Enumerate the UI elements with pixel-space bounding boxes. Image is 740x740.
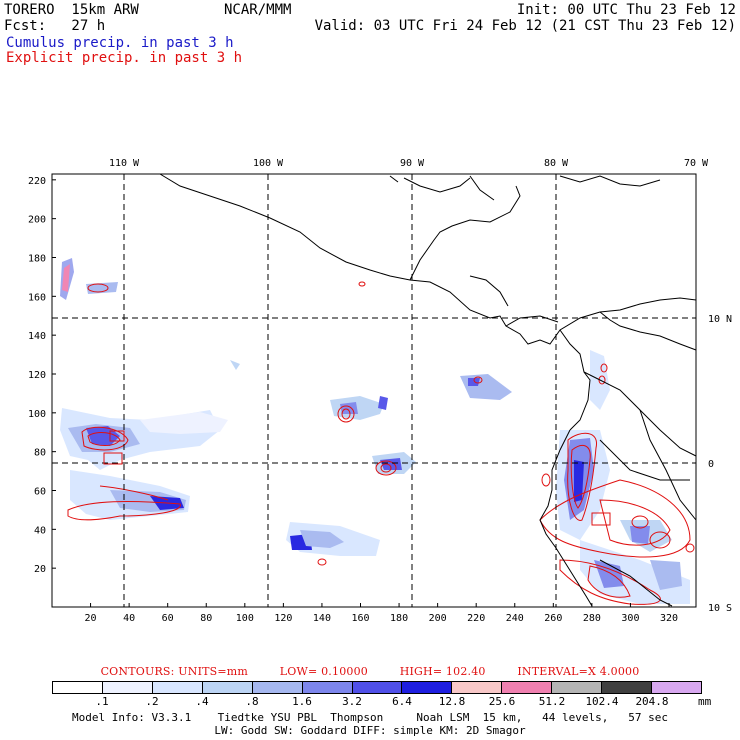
contour-high: HIGH= 102.40 <box>399 665 486 678</box>
legend-swatch <box>402 682 453 693</box>
legend-swatch <box>102 682 153 693</box>
legend-label: 6.4 <box>392 695 412 708</box>
legend-label: .2 <box>145 695 159 708</box>
y-tick-label: 60 <box>34 486 46 497</box>
model-info-line1: Model Info: V3.3.1 Tiedtke YSU PBL Thomp… <box>71 711 669 724</box>
cumulus-field-label: Cumulus precip. in past 3 h <box>6 35 234 51</box>
x-tick-labels: 20 40 60 80 100 120 140 160 180 200 220 240 260 280 30… <box>85 613 678 624</box>
legend-label: 204.8 <box>635 695 669 708</box>
legend-swatch <box>252 682 303 693</box>
axis-ticks <box>52 174 697 608</box>
legend-swatch <box>202 682 253 693</box>
longitude-label: 110 W <box>109 158 140 169</box>
legend-swatch <box>502 682 553 693</box>
forecast-hour: Fcst: 27 h <box>4 18 106 34</box>
map-frame <box>51 173 697 608</box>
contour-interval: INTERVAL=X 4.0000 <box>517 665 640 678</box>
legend-label: 3.2 <box>342 695 362 708</box>
legend-label: 1.6 <box>292 695 312 708</box>
legend-label: 12.8 <box>438 695 466 708</box>
x-tick-label: 60 <box>162 613 174 624</box>
y-tick-label: 180 <box>28 253 46 264</box>
y-tick-label: 200 <box>28 215 46 226</box>
legend-swatch <box>152 682 203 693</box>
longitude-label: 90 W <box>400 158 425 169</box>
legend-label: 25.6 <box>488 695 516 708</box>
model-info-line2: LW: Godd SW: Goddard DIFF: simple KM: 2D… <box>214 724 526 737</box>
x-tick-label: 180 <box>390 613 408 624</box>
coastlines <box>159 173 697 607</box>
x-tick-label: 240 <box>506 613 524 624</box>
legend-label: .8 <box>245 695 259 708</box>
x-tick-label: 20 <box>85 613 97 624</box>
legend-swatch <box>53 682 103 693</box>
longitude-labels: 110 W 100 W 90 W 80 W 70 W <box>109 158 709 169</box>
x-tick-label: 140 <box>313 613 331 624</box>
legend-label: .1 <box>95 695 109 708</box>
longitude-label: 70 W <box>684 158 709 169</box>
y-tick-label: 160 <box>28 292 46 303</box>
x-tick-label: 120 <box>274 613 292 624</box>
explicit-field-label: Explicit precip. in past 3 h <box>6 50 243 66</box>
x-tick-label: 200 <box>429 613 447 624</box>
x-tick-label: 260 <box>544 613 562 624</box>
valid-time: Valid: 03 UTC Fri 24 Feb 12 (21 CST Thu … <box>314 18 736 34</box>
y-tick-label: 20 <box>34 564 46 575</box>
legend-unit: mm <box>698 695 712 708</box>
x-tick-label: 320 <box>660 613 678 624</box>
latitude-label: 0 <box>708 459 714 470</box>
extrema-boxes <box>103 430 611 526</box>
init-time: Init: 00 UTC Thu 23 Feb 12 <box>516 2 736 18</box>
color-legend <box>52 681 702 694</box>
x-tick-label: 160 <box>351 613 369 624</box>
legend-swatch <box>302 682 353 693</box>
legend-labels: .1 .2 .4 .8 1.6 3.2 6.4 12.8 25.6 51.2 102.4 204.8 <box>52 695 732 709</box>
y-tick-label: 40 <box>34 525 46 536</box>
x-tick-label: 300 <box>621 613 639 624</box>
contour-title: CONTOURS: UNITS=mm <box>100 665 249 678</box>
institution: NCAR/MMM <box>224 2 292 18</box>
legend-swatch <box>352 682 403 693</box>
latitude-label: 10 N <box>708 314 732 325</box>
y-tick-label: 100 <box>28 409 46 420</box>
latitude-labels: 10 N 0 10 S <box>708 314 732 614</box>
model-name: TORERO 15km ARW <box>4 2 139 18</box>
y-tick-label: 220 <box>28 176 46 187</box>
x-tick-label: 280 <box>583 613 601 624</box>
legend-label: 51.2 <box>538 695 566 708</box>
legend-label: 102.4 <box>585 695 619 708</box>
y-tick-label: 140 <box>28 331 46 342</box>
latitude-label: 10 S <box>708 603 732 614</box>
cumulus-precip-shading <box>60 258 690 604</box>
x-tick-label: 80 <box>200 613 212 624</box>
x-tick-label: 220 <box>467 613 485 624</box>
y-tick-label: 120 <box>28 370 46 381</box>
legend-label: .4 <box>195 695 209 708</box>
legend-swatch <box>552 682 603 693</box>
longitude-label: 80 W <box>544 158 569 169</box>
legend-swatch <box>602 682 653 693</box>
legend-swatch <box>452 682 503 693</box>
y-tick-label: 80 <box>34 448 46 459</box>
x-tick-label: 40 <box>123 613 135 624</box>
longitude-label: 100 W <box>253 158 284 169</box>
contour-low: LOW= 0.10000 <box>279 665 368 678</box>
latlon-grid <box>52 174 696 607</box>
x-tick-label: 100 <box>236 613 254 624</box>
y-tick-labels: 20 40 60 80 100 120 140 160 180 200 220 <box>28 176 46 575</box>
legend-swatch <box>652 682 701 693</box>
contour-info: CONTOURS: UNITS=mm LOW= 0.10000 HIGH= 10… <box>0 665 740 678</box>
